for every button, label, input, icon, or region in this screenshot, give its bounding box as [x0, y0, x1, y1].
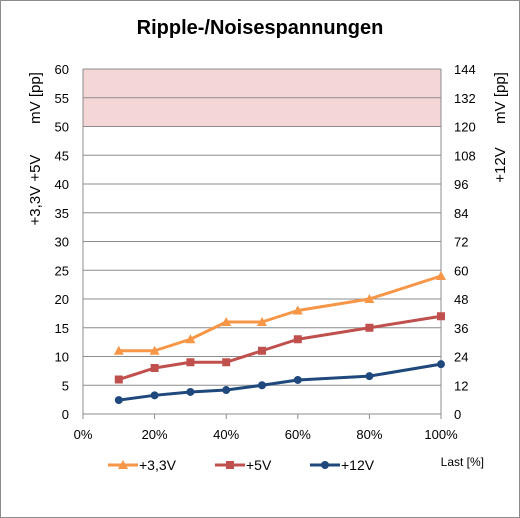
data-point: [437, 312, 445, 321]
data-point: [185, 334, 196, 344]
y-left-tick-label: 15: [55, 321, 69, 336]
series-layer: [113, 271, 446, 405]
data-point: [436, 271, 446, 280]
y-right-tick-label: 60: [454, 263, 468, 278]
y-right-label-unit: mV [pp]: [492, 72, 509, 124]
data-point: [437, 360, 445, 369]
y-left-tick-label: 35: [55, 206, 69, 221]
y-left-label-rails: +3,3V +5V: [27, 155, 44, 226]
y-right-tick-label: 12: [454, 378, 468, 393]
legend-item-3v3: +3,3V: [108, 457, 177, 473]
y-right-tick-label: 84: [454, 206, 468, 221]
data-point: [150, 391, 159, 400]
data-point: [365, 372, 374, 381]
series-0: [113, 271, 446, 355]
data-point: [293, 335, 302, 344]
y-right-tick-label: 0: [454, 407, 461, 422]
y-left-tick-label: 25: [55, 263, 69, 278]
y-right-tick-label: 96: [454, 177, 468, 192]
y-left-tick-label: 10: [55, 350, 69, 365]
legend-marker-5v: [226, 461, 234, 469]
y-left-tick-label: 50: [55, 120, 69, 135]
data-point: [149, 345, 160, 355]
data-point: [292, 305, 303, 315]
data-point: [186, 358, 195, 367]
y-left-tick-label: 60: [55, 62, 69, 77]
x-tick-label: 20%: [142, 427, 168, 442]
data-point: [258, 346, 266, 355]
x-tick-label: 80%: [356, 427, 382, 442]
y-left-tick-label: 40: [55, 177, 69, 192]
y-left-tick-label: 0: [62, 407, 69, 422]
legend-label-12v: +12V: [341, 457, 375, 473]
y-right-tick-label: 132: [454, 91, 476, 106]
x-tick-label: 100%: [424, 427, 458, 442]
y-right-tick-label: 144: [454, 62, 476, 77]
legend-label-5v: +5V: [246, 457, 272, 473]
y-left-tick-label: 45: [55, 148, 69, 163]
series-line: [118, 362, 442, 402]
x-tick-label: 0%: [74, 427, 93, 442]
y-left-label-unit: mV [pp]: [27, 72, 44, 124]
y-right-tick-label: 72: [454, 235, 468, 250]
grid-layer: [82, 68, 442, 419]
data-point: [258, 381, 266, 390]
legend-label-3v3: +3,3V: [139, 457, 177, 473]
data-point: [186, 387, 195, 396]
x-tick-label: 40%: [213, 427, 239, 442]
data-point: [113, 345, 124, 355]
data-point: [221, 317, 232, 326]
data-point: [364, 294, 375, 303]
legend: +3,3V +5V +12V: [108, 457, 375, 473]
data-point: [114, 396, 123, 405]
y-right-tick-labels: 0 12 24 36 48 60 72 84 96 108 120 132 144: [454, 62, 476, 422]
y-right-label-rail: +12V: [492, 147, 509, 182]
y-left-tick-label: 30: [55, 235, 69, 250]
chart-title: Ripple-/Noisespannungen: [137, 17, 384, 39]
series-2: [114, 360, 445, 405]
data-point: [150, 364, 159, 372]
y-left-tick-label: 55: [55, 91, 69, 106]
data-point: [114, 375, 123, 384]
y-right-tick-label: 120: [454, 120, 476, 135]
x-tick-labels: 0% 20% 40% 60% 80% 100%: [74, 427, 458, 442]
y-left-tick-labels: 0 5 10 15 20 25 30 35 40 45 50 55 60: [55, 62, 69, 422]
y-right-tick-label: 36: [454, 321, 468, 336]
y-left-tick-label: 20: [55, 292, 69, 307]
y-right-tick-label: 108: [454, 148, 476, 163]
data-point: [257, 317, 267, 326]
legend-marker-12v: [321, 461, 329, 469]
y-right-tick-label: 24: [454, 350, 468, 365]
legend-item-5v: +5V: [215, 457, 272, 473]
data-point: [222, 386, 231, 395]
data-point: [222, 358, 231, 367]
x-axis-label: Last [%]: [441, 455, 484, 469]
data-point: [293, 375, 302, 384]
x-tick-label: 60%: [285, 427, 311, 442]
series-line: [118, 274, 442, 353]
series-1: [114, 312, 445, 384]
data-point: [365, 323, 374, 332]
legend-marker-3v3: [118, 460, 128, 469]
legend-item-12v: +12V: [310, 457, 375, 473]
y-right-tick-label: 48: [454, 292, 468, 307]
series-line: [118, 314, 442, 381]
y-left-tick-label: 5: [62, 378, 69, 393]
